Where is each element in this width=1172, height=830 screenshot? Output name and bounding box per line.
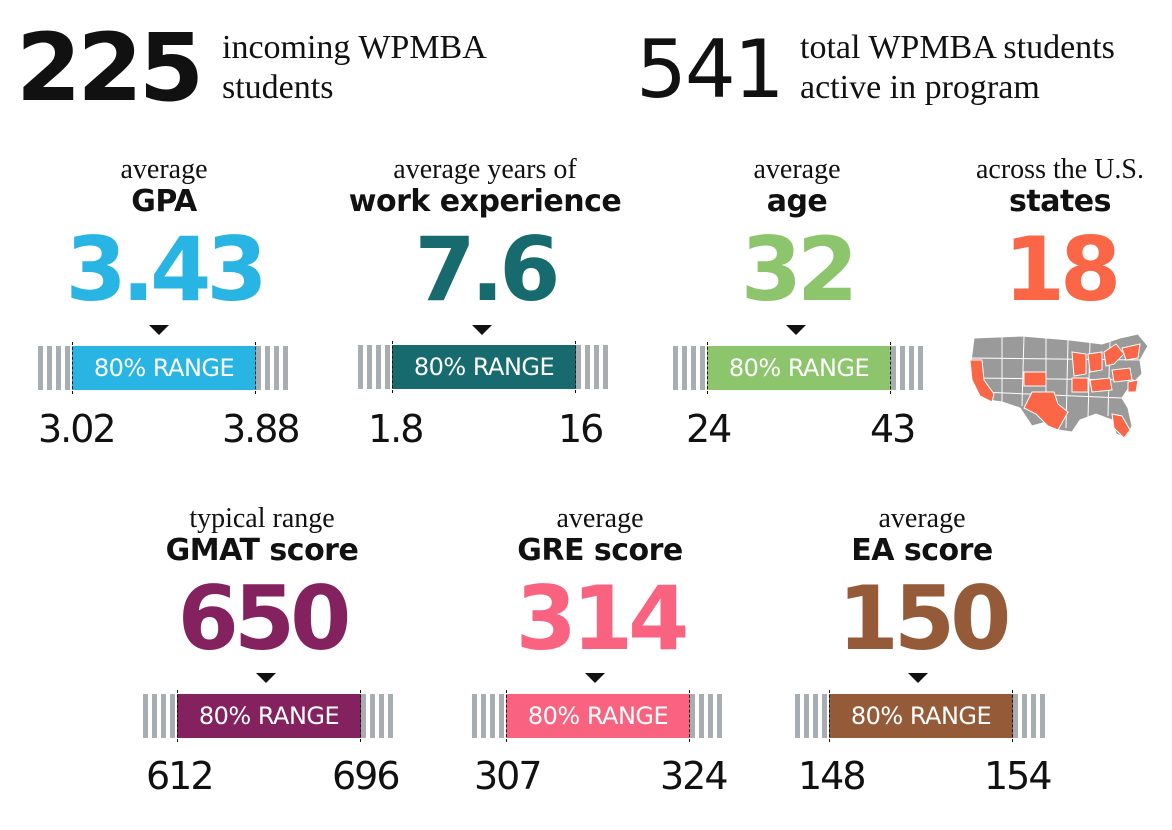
total-students-label-line1: total WPMBA students [800, 29, 1115, 66]
stat-work-low: 1.8 [368, 407, 424, 451]
range-stripes-left [143, 694, 177, 738]
stat-gpa-marker [149, 325, 169, 335]
stat-gpa-low: 3.02 [38, 407, 117, 451]
range-tick-high [360, 690, 361, 742]
stat-ea-title: EA score [851, 533, 993, 568]
range-stripes-right [1013, 694, 1047, 738]
stat-ea-low: 148 [798, 754, 867, 798]
range-tick-high [890, 342, 891, 394]
range-tick-low [506, 690, 507, 742]
stat-gre-range: 80% RANGE [472, 690, 724, 742]
stat-gmat-range-bar: 80% RANGE [177, 694, 361, 738]
stat-age-low: 24 [686, 407, 732, 451]
stat-gre-caption: average [556, 503, 644, 534]
stat-gpa-high: 3.88 [222, 407, 301, 451]
range-tick-high [1012, 690, 1013, 742]
range-stripes-left [472, 694, 506, 738]
total-students-number: 541 [636, 23, 785, 116]
stat-ea-range: 80% RANGE [795, 690, 1047, 742]
stat-gpa-value: 3.43 [65, 218, 267, 321]
stat-work-range-bar: 80% RANGE [392, 345, 576, 389]
stat-ea-marker [908, 673, 928, 683]
incoming-students-label-line2: students [222, 69, 334, 106]
range-stripes-right [361, 694, 395, 738]
stat-gmat-low: 612 [146, 754, 215, 798]
range-stripes-right [576, 345, 610, 389]
stat-age-value: 32 [740, 218, 858, 321]
stat-age-caption: average [753, 154, 841, 185]
us-states-map-icon [969, 333, 1149, 439]
stat-work-marker [472, 325, 492, 335]
stat-age-marker [786, 325, 806, 335]
stat-gre-value: 314 [515, 567, 690, 670]
stat-gre-range-bar: 80% RANGE [506, 694, 690, 738]
range-tick-high [255, 342, 256, 394]
stat-gmat-range: 80% RANGE [143, 690, 395, 742]
stat-age-title: age [766, 184, 828, 219]
range-tick-high [575, 341, 576, 393]
stat-gpa-caption: average [120, 154, 208, 185]
stat-age-range-bar: 80% RANGE [707, 346, 891, 390]
range-stripes-left [38, 346, 72, 390]
stat-age-range: 80% RANGE [673, 342, 925, 394]
incoming-students-number: 225 [16, 14, 204, 123]
stat-states-title: states [1009, 184, 1112, 219]
stat-gre-low: 307 [474, 754, 543, 798]
stat-gpa-range: 80% RANGE [38, 342, 290, 394]
range-tick-low [72, 342, 73, 394]
range-tick-low [829, 690, 830, 742]
stat-gre-title: GRE score [517, 533, 683, 568]
stat-gpa-range-bar: 80% RANGE [72, 346, 256, 390]
stat-gmat-high: 696 [332, 754, 401, 798]
incoming-students-label: incoming WPMBA students [222, 28, 602, 108]
stat-ea-high: 154 [984, 754, 1053, 798]
total-students-label-line2: active in program [800, 69, 1040, 106]
stat-work-range: 80% RANGE [358, 341, 610, 393]
range-stripes-right [256, 346, 290, 390]
stat-work-experience: average years of work experience 7.6 [330, 154, 640, 314]
range-stripes-right [690, 694, 724, 738]
stat-gmat-marker [256, 673, 276, 683]
stat-work-value: 7.6 [414, 218, 561, 321]
range-tick-low [177, 690, 178, 742]
stat-work-high: 16 [558, 407, 604, 451]
stat-ea-value: 150 [837, 567, 1012, 670]
stat-work-caption: average years of [393, 154, 577, 185]
stat-work-title: work experience [348, 184, 622, 219]
stat-ea-range-bar: 80% RANGE [829, 694, 1013, 738]
stat-gre-marker [585, 673, 605, 683]
stat-age-high: 43 [870, 407, 916, 451]
stat-gpa: average GPA 3.43 [39, 154, 289, 314]
total-students-label: total WPMBA students active in program [800, 28, 1172, 108]
stat-gmat-value: 650 [177, 567, 352, 670]
range-stripes-right [891, 346, 925, 390]
stat-ea: average EA score 150 [812, 503, 1032, 663]
range-stripes-left [358, 345, 392, 389]
stat-ea-caption: average [878, 503, 966, 534]
range-stripes-left [673, 346, 707, 390]
stat-gre-high: 324 [660, 754, 729, 798]
range-tick-high [689, 690, 690, 742]
stat-gmat-title: GMAT score [165, 533, 359, 568]
stat-gre: average GRE score 314 [490, 503, 710, 663]
stat-gpa-title: GPA [131, 184, 197, 219]
stat-gmat-caption: typical range [189, 503, 335, 534]
stat-age: average age 32 [697, 154, 897, 314]
stat-gmat: typical range GMAT score 650 [142, 503, 382, 663]
stat-states-value: 18 [1003, 218, 1121, 321]
stat-states-caption: across the U.S. [976, 154, 1144, 185]
range-stripes-left [795, 694, 829, 738]
range-tick-low [392, 341, 393, 393]
stat-states: across the U.S. states 18 [950, 154, 1170, 314]
range-tick-low [707, 342, 708, 394]
incoming-students-label-line1: incoming WPMBA [222, 29, 487, 66]
